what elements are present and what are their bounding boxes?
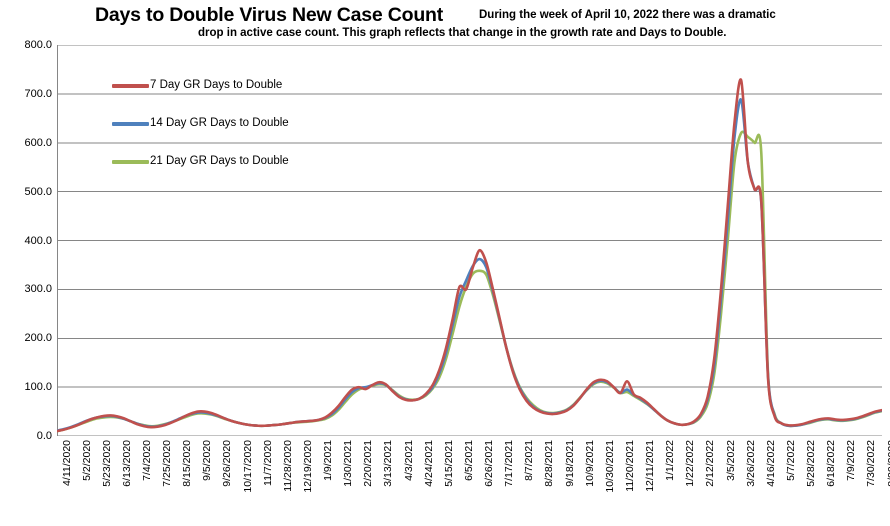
x-axis: 4/11/2020 5/2/2020 5/23/2020 6/13/2020 7/4/2… [57, 440, 890, 526]
chart-subtitle-line-2: drop in active case count. This graph re… [198, 27, 727, 39]
y-tick-label: 0.0 [36, 430, 52, 442]
x-tick-label: 10/17/2020 [241, 440, 254, 493]
legend-color-swatch [112, 160, 149, 164]
y-tick-label: 100.0 [24, 381, 52, 394]
y-tick-label: 500.0 [24, 185, 52, 198]
x-tick-label: 1/9/2021 [322, 440, 335, 481]
x-tick-label: 4/16/2022 [764, 440, 777, 487]
x-tick-label: 8/28/2021 [543, 440, 556, 487]
chart-subtitle-line-1: During the week of April 10, 2022 there … [479, 9, 776, 21]
legend: 7 Day GR Days to Double 14 Day GR Days to… [112, 78, 342, 173]
title-block: Days to Double Virus New Case Count Duri… [0, 2, 890, 44]
x-tick-label: 9/5/2020 [201, 440, 214, 481]
y-axis: 800.0 700.0 600.0 500.0 400.0 300.0 200.0 100.0… [0, 40, 52, 442]
x-tick-label: 7/9/2022 [845, 440, 858, 481]
x-tick-label: 6/18/2022 [825, 440, 838, 487]
x-tick-label: 6/13/2020 [120, 440, 133, 487]
series-line [57, 78, 882, 433]
gridlines [57, 45, 882, 436]
x-tick-label: 5/7/2022 [784, 440, 797, 481]
chart-title: Days to Double Virus New Case Count [95, 4, 444, 26]
x-tick-label: 8/20/2022 [885, 440, 890, 487]
x-tick-label: 11/20/2021 [623, 440, 636, 492]
x-tick-label: 10/9/2021 [583, 440, 596, 487]
x-tick-label: 11/7/2020 [261, 440, 274, 486]
x-tick-label: 4/3/2021 [402, 440, 415, 481]
y-tick-label: 300.0 [24, 283, 52, 296]
x-tick-label: 6/26/2021 [483, 440, 496, 487]
series-lines [57, 78, 882, 433]
x-tick-label: 7/30/2022 [865, 440, 878, 487]
x-tick-label: 12/11/2021 [644, 440, 657, 492]
x-tick-label: 3/5/2022 [724, 440, 737, 481]
x-tick-label: 9/26/2020 [221, 440, 234, 487]
x-tick-label: 9/18/2021 [563, 440, 576, 487]
legend-color-swatch [112, 122, 149, 126]
y-tick-label: 800.0 [24, 39, 52, 51]
x-tick-label: 2/12/2022 [704, 440, 717, 487]
legend-label: 14 Day GR Days to Double [150, 117, 289, 129]
x-tick-label: 8/7/2021 [523, 440, 536, 481]
x-tick-label: 4/11/2020 [60, 440, 73, 486]
x-tick-label: 10/30/2021 [603, 440, 616, 493]
y-tick-label: 400.0 [24, 234, 52, 247]
legend-label: 21 Day GR Days to Double [150, 155, 289, 167]
x-tick-label: 5/23/2020 [100, 440, 113, 487]
x-tick-label: 3/13/2021 [382, 440, 395, 487]
plot-area [57, 45, 882, 436]
x-tick-label: 7/4/2020 [140, 440, 153, 481]
x-tick-label: 11/28/2020 [281, 440, 294, 492]
x-tick-label: 12/19/2020 [301, 440, 314, 493]
x-tick-label: 1/22/2022 [684, 440, 697, 487]
x-tick-label: 5/15/2021 [442, 440, 455, 487]
legend-label: 7 Day GR Days to Double [150, 79, 283, 91]
x-tick-label: 4/24/2021 [422, 440, 435, 487]
y-tick-label: 700.0 [24, 87, 52, 100]
x-tick-label: 7/25/2020 [161, 440, 174, 487]
x-tick-label: 1/30/2021 [342, 440, 355, 487]
x-tick-label: 1/1/2022 [664, 440, 677, 481]
y-tick-label: 200.0 [24, 332, 52, 345]
y-tick-label: 600.0 [24, 136, 52, 149]
x-tick-label: 2/20/2021 [362, 440, 375, 487]
x-tick-label: 5/28/2022 [805, 440, 817, 487]
x-tick-label: 5/2/2020 [80, 440, 93, 481]
x-tick-label: 3/26/2022 [744, 440, 757, 487]
x-tick-label: 7/17/2021 [503, 440, 516, 487]
x-tick-label: 6/5/2021 [462, 440, 475, 481]
legend-color-swatch [112, 84, 149, 88]
x-tick-label: 8/15/2020 [181, 440, 194, 487]
